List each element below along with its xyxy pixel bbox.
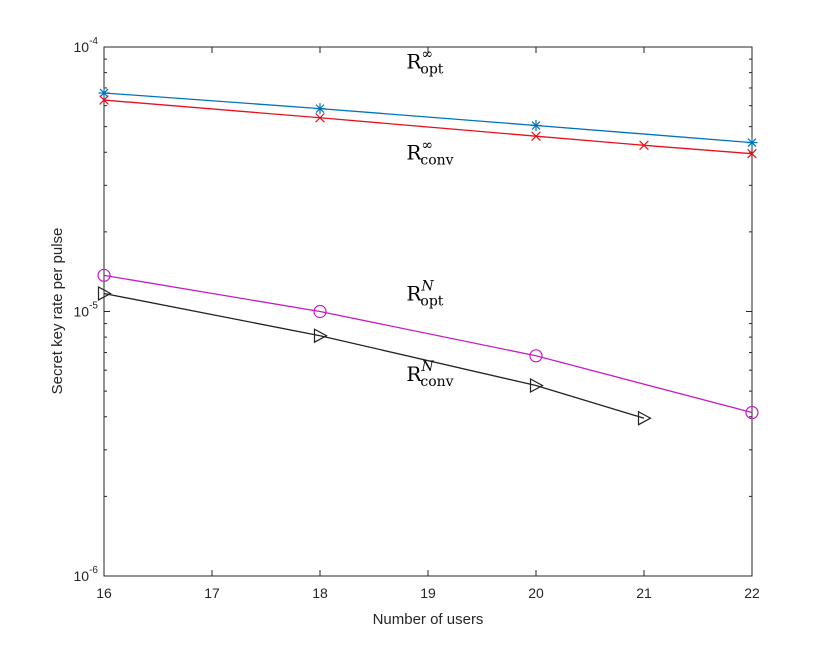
- series-r-opt-n-marker: [745, 405, 759, 420]
- series-line-r-opt-n: [103, 274, 753, 414]
- series-r-opt-n-marker: [97, 268, 111, 282]
- series-r-conv-inf-marker: [639, 140, 649, 151]
- annotation-superscript: ∞: [421, 138, 433, 154]
- series-r-conv-n-marker: [313, 328, 328, 344]
- annotation-subscript: conv: [420, 153, 453, 169]
- y-tick-exponent: -4: [89, 36, 98, 47]
- series-r-opt-inf-marker: [746, 137, 758, 149]
- y-tick-base: 10: [74, 568, 90, 584]
- y-axis-label: Secret key rate per pulse: [49, 228, 66, 395]
- series-r-conv-inf-marker: [747, 148, 757, 159]
- x-tick-label: 16: [96, 585, 112, 601]
- annotation-base: R: [406, 362, 422, 386]
- series-r-opt-inf-marker: [314, 103, 326, 115]
- y-tick-base: 10: [74, 39, 90, 55]
- series-r-conv-n-marker: [637, 410, 652, 426]
- series-r-opt-n-marker: [529, 349, 543, 363]
- x-tick-label: 19: [420, 585, 436, 601]
- y-tick-exponent: -6: [89, 565, 98, 576]
- annotation-subscript: conv: [420, 374, 453, 390]
- y-tick-label: 10-4: [74, 36, 99, 55]
- annotation-base: R: [406, 282, 422, 306]
- y-tick-label: 10-6: [74, 565, 99, 584]
- annotation-base: R: [406, 141, 422, 165]
- series-r-conv-inf-marker: [531, 131, 541, 142]
- x-tick-label: 20: [528, 585, 544, 601]
- series-r-opt-inf-marker: [530, 119, 542, 131]
- x-tick-label: 21: [636, 585, 652, 601]
- series-r-conv-n-marker: [97, 285, 112, 301]
- x-axis-label: Number of users: [373, 611, 484, 628]
- series-line-r-opt-inf: [103, 92, 753, 144]
- series-line-r-conv-n: [103, 292, 645, 419]
- annotation-superscript: ∞: [421, 46, 433, 62]
- marker-layer: [97, 87, 759, 426]
- annotation-subscript: opt: [420, 61, 443, 77]
- annotation-superscript: N: [420, 359, 434, 375]
- annotation-superscript: N: [420, 279, 434, 295]
- x-tick-label: 17: [204, 585, 220, 601]
- annotation-base: R: [406, 49, 422, 73]
- series-r-opt-inf-marker: [98, 87, 110, 99]
- plot-area: [103, 46, 753, 577]
- series-r-conv-n-marker: [529, 378, 544, 394]
- series-r-conv-inf-marker: [315, 112, 325, 123]
- x-tick-label: 18: [312, 585, 328, 601]
- series-r-conv-inf-marker: [99, 95, 109, 105]
- y-tick-label: 10-5: [74, 301, 99, 320]
- plot-box: [103, 46, 753, 577]
- x-tick-label: 22: [744, 585, 760, 601]
- y-tick-exponent: -5: [89, 301, 98, 312]
- annotation-subscript: opt: [420, 294, 443, 310]
- y-tick-base: 10: [74, 304, 90, 320]
- series-r-opt-n-marker: [313, 304, 327, 319]
